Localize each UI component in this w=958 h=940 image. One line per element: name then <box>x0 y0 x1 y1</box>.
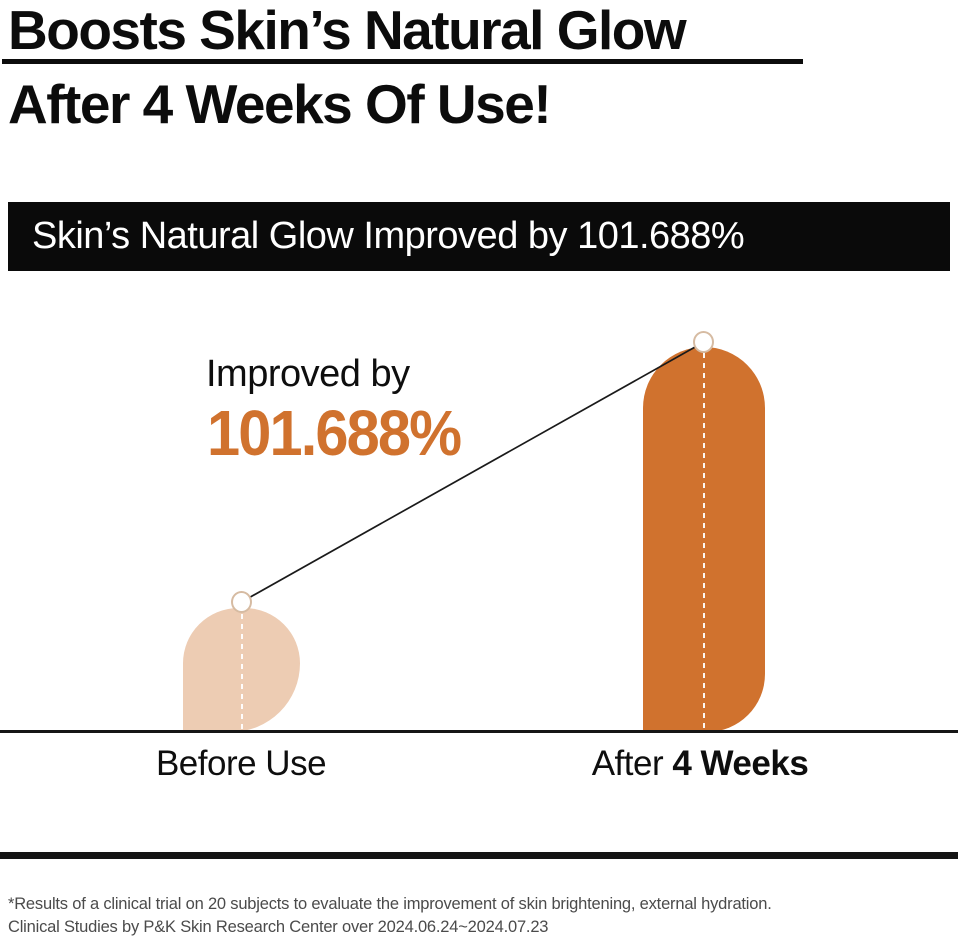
after-label-bold: 4 Weeks <box>672 744 809 783</box>
title-underline <box>2 59 803 64</box>
footer-divider-bar <box>0 852 958 859</box>
bar-before-use <box>183 608 300 732</box>
page-title-line1: Boosts Skin’s Natural Glow <box>8 0 687 61</box>
category-label-before-use: Before Use <box>155 744 327 783</box>
marker-circle-before <box>231 591 252 613</box>
footnote-line2: Clinical Studies by P&K Skin Research Ce… <box>8 918 549 936</box>
baseline-axis <box>0 730 958 733</box>
callout-percentage-value: 101.688% <box>207 397 462 469</box>
footnote: *Results of a clinical trial on 20 subje… <box>8 893 772 939</box>
callout-improved-by-label: Improved by <box>206 353 410 395</box>
headline-banner: Skin’s Natural Glow Improved by 101.688% <box>8 202 950 271</box>
after-label-prefix: After <box>591 744 673 783</box>
footnote-line1: *Results of a clinical trial on 20 subje… <box>8 895 772 913</box>
category-label-after-4-weeks: After 4 Weeks <box>576 744 824 784</box>
headline-banner-text: Skin’s Natural Glow Improved by 101.688% <box>32 215 745 257</box>
page-title-line2: After 4 Weeks Of Use! <box>8 73 552 135</box>
bar-before-dashed-centerline <box>240 614 243 732</box>
bar-after-dashed-centerline <box>703 353 705 732</box>
marker-circle-after <box>693 331 714 353</box>
bar-after-4-weeks <box>643 347 765 732</box>
